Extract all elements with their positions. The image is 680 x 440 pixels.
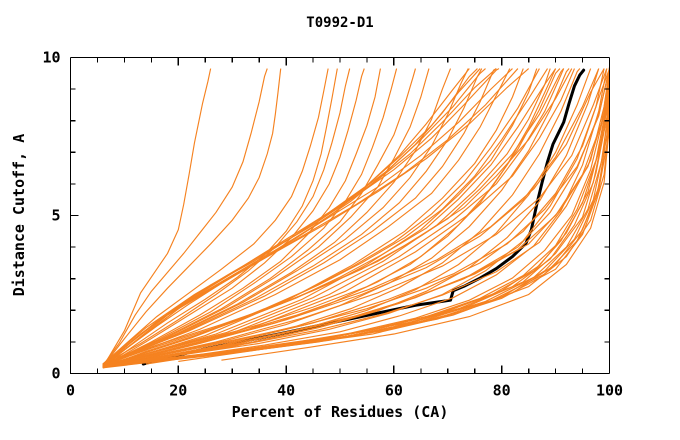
y-axis-label: Distance Cutoff, A: [10, 134, 28, 297]
model-curve: [102, 68, 483, 367]
model-curve: [102, 68, 268, 366]
model-curve: [102, 68, 557, 368]
model-curve: [102, 68, 557, 369]
axis-ticks: [69, 56, 611, 375]
model-curve: [102, 68, 605, 366]
x-tick-label: 60: [385, 382, 403, 400]
model-curve: [102, 68, 338, 369]
model-curve: [102, 68, 600, 368]
model-curve: [102, 68, 365, 368]
model-curve: [102, 68, 398, 366]
model-curve: [102, 68, 430, 365]
model-curve: [102, 68, 212, 368]
y-tick-label: 5: [51, 207, 60, 225]
model-curve: [108, 68, 469, 363]
model-curve: [102, 68, 452, 368]
model-curve: [102, 68, 530, 367]
x-tick-label: 80: [493, 382, 511, 400]
model-curve: [108, 68, 565, 365]
model-curve: [102, 68, 551, 366]
model-curve: [102, 68, 610, 366]
x-axis-label: Percent of Residues (CA): [232, 403, 449, 421]
model-curve: [221, 71, 610, 361]
page-title: T0992-D1: [306, 15, 373, 31]
axis-tick-labels: 0 20 40 60 80 100 0 5 10: [42, 49, 623, 400]
x-tick-label: 40: [277, 382, 295, 400]
y-tick-label: 10: [42, 49, 60, 67]
model-curve: [102, 68, 581, 368]
model-curve: [102, 68, 608, 368]
model-curve: [102, 68, 570, 369]
model-curve: [102, 68, 524, 368]
model-curve: [102, 68, 573, 365]
y-tick-label: 0: [51, 365, 60, 383]
model-curve: [102, 68, 610, 368]
model-curve: [102, 68, 600, 366]
model-curve: [178, 81, 610, 363]
model-curve: [102, 68, 329, 365]
model-curve: [102, 68, 351, 366]
model-curve: [108, 68, 511, 364]
model-curve: [102, 68, 548, 368]
model-curve: [102, 68, 538, 367]
x-tick-label: 100: [596, 382, 623, 400]
model-curve: [102, 68, 497, 365]
model-curve: [102, 68, 282, 367]
x-tick-label: 20: [169, 382, 187, 400]
model-curve: [145, 89, 610, 365]
model-curve: [102, 73, 610, 368]
curves-layer: [102, 66, 610, 369]
model-curve: [102, 68, 608, 368]
model-curve: [102, 68, 497, 366]
model-curve: [102, 68, 610, 368]
x-tick-label: 0: [66, 382, 75, 400]
